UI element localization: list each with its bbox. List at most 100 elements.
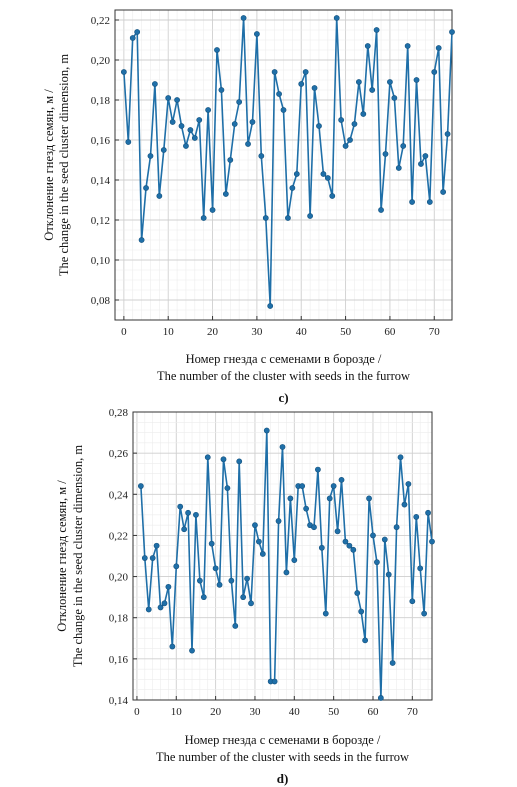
data-point: [409, 199, 415, 205]
data-point: [280, 107, 287, 113]
data-point: [169, 119, 176, 125]
x-tick-label: 70: [429, 326, 441, 338]
chart-c: 0 10 20 30 40 50 60 70 0,08 0,10 0,12 0,14 0,16 0,18 0…: [42, 9, 455, 405]
data-point: [193, 511, 199, 518]
data-point: [364, 43, 371, 49]
y-axis-label: The change in the seed cluster dimension…: [57, 54, 71, 276]
data-point: [413, 77, 420, 83]
data-point: [177, 503, 184, 510]
data-point: [262, 215, 269, 221]
data-point: [333, 15, 340, 21]
data-point: [409, 598, 416, 605]
data-point: [283, 569, 290, 576]
data-point: [187, 127, 194, 133]
data-point: [185, 509, 191, 516]
data-point: [214, 47, 220, 53]
data-point: [387, 79, 393, 85]
data-point: [232, 623, 239, 629]
data-point: [196, 117, 203, 123]
y-tick-label: 0,24: [109, 489, 129, 501]
data-point: [400, 143, 407, 149]
data-point: [391, 95, 398, 101]
data-point: [385, 571, 392, 578]
x-axis-label: The number of the cluster with seeds in …: [157, 369, 410, 383]
data-point: [389, 660, 396, 666]
data-point: [181, 526, 188, 533]
data-point: [205, 107, 212, 113]
data-point: [244, 575, 250, 582]
data-point: [366, 495, 372, 502]
data-point: [440, 189, 447, 195]
data-point: [381, 536, 388, 543]
x-tick-label: 10: [171, 706, 183, 718]
y-tick-label: 0,12: [91, 215, 110, 227]
data-point: [212, 565, 219, 572]
data-point: [222, 191, 229, 197]
data-point: [370, 532, 376, 539]
data-point: [224, 485, 231, 492]
x-tick-label: 60: [384, 326, 396, 338]
data-point: [347, 137, 353, 143]
data-point: [173, 563, 180, 570]
data-point: [134, 29, 141, 35]
y-tick-label: 0,28: [109, 407, 129, 419]
data-point: [401, 501, 408, 508]
data-point: [248, 600, 254, 607]
data-point: [320, 171, 327, 177]
plot-frame: [132, 411, 433, 701]
y-tick-label: 0,10: [91, 255, 111, 267]
x-tick-label: 30: [251, 326, 263, 338]
data-point: [293, 171, 300, 177]
data-point: [382, 151, 389, 157]
y-axis-label: Отклонение гнезд семян, м /: [55, 480, 69, 632]
data-point: [330, 483, 337, 489]
y-tick-label: 0,08: [91, 295, 111, 307]
data-point: [422, 153, 429, 159]
data-point: [245, 141, 251, 147]
data-point: [275, 518, 282, 524]
data-point: [200, 215, 207, 221]
data-point: [228, 577, 235, 584]
data-point: [378, 207, 384, 213]
y-tick-label: 0,20: [91, 55, 111, 67]
chart-d: 0 10 20 30 40 50 60 70 0,14 0,16 0,18 0,20 0,22 0,24 0…: [55, 407, 435, 786]
data-point: [236, 99, 243, 105]
data-point: [149, 555, 156, 561]
x-tick-label: 40: [289, 706, 301, 718]
data-point: [153, 542, 160, 549]
data-point: [449, 29, 455, 35]
data-point: [178, 123, 185, 129]
data-point: [404, 43, 411, 49]
data-point: [322, 610, 329, 617]
data-point: [161, 600, 168, 607]
series-line: [123, 17, 453, 307]
data-point: [138, 237, 145, 243]
data-point: [218, 87, 225, 93]
data-point: [355, 79, 362, 85]
y-tick-label: 0,16: [109, 654, 129, 666]
data-point: [287, 495, 294, 502]
data-point: [291, 557, 298, 564]
data-point: [315, 466, 321, 473]
plot-frame: [114, 9, 453, 321]
data-point: [311, 85, 318, 91]
data-point: [316, 123, 322, 129]
data-point: [338, 117, 345, 123]
data-point: [429, 538, 435, 545]
y-tick-label: 0,20: [109, 572, 129, 584]
data-point: [165, 583, 172, 590]
data-point: [267, 303, 274, 309]
data-point: [263, 427, 270, 434]
data-point: [253, 31, 260, 37]
y-tick-label: 0,18: [91, 95, 111, 107]
data-point: [299, 483, 306, 489]
data-point: [137, 483, 144, 489]
data-point: [152, 81, 158, 87]
data-point: [377, 695, 384, 701]
data-point: [444, 131, 451, 137]
data-point: [156, 193, 163, 199]
x-tick-label: 50: [340, 326, 352, 338]
data-point: [276, 91, 282, 97]
data-point: [289, 185, 296, 191]
x-tick-label: 40: [296, 326, 308, 338]
